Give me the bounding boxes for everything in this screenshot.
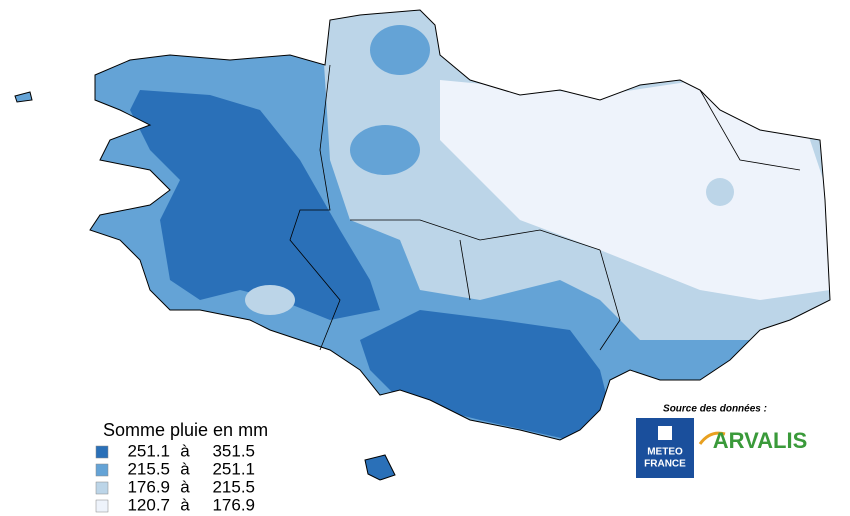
- meteo-icon: [658, 426, 672, 440]
- legend-to: 215.5: [212, 477, 255, 496]
- meteo-text: FRANCE: [644, 459, 686, 470]
- legend-from: 251.1: [127, 441, 170, 460]
- legend-to: 351.5: [212, 441, 255, 460]
- legend-sep: à: [180, 459, 190, 478]
- legend-to: 176.9: [212, 495, 255, 514]
- borders: [289, 64, 801, 351]
- legend-title: Somme pluie en mm: [103, 420, 268, 440]
- meteo-text: METEO: [647, 447, 683, 458]
- legend-swatch: [95, 499, 109, 513]
- legend-to: 251.1: [212, 459, 255, 478]
- island: [14, 91, 33, 103]
- arvalis-text: ARVALIS: [713, 428, 808, 453]
- legend-from: 120.7: [127, 495, 170, 514]
- arvalis-swoosh: [698, 431, 726, 445]
- legend-swatch: [95, 445, 109, 459]
- legend-sep: à: [180, 495, 190, 514]
- legend-from: 176.9: [127, 477, 170, 496]
- island: [364, 454, 396, 481]
- legend-swatch: [95, 481, 109, 495]
- legend-sep: à: [180, 441, 190, 460]
- source-label: Source des données :: [663, 404, 767, 415]
- legend-swatch: [95, 463, 109, 477]
- legend-from: 215.5: [127, 459, 170, 478]
- legend-sep: à: [180, 477, 190, 496]
